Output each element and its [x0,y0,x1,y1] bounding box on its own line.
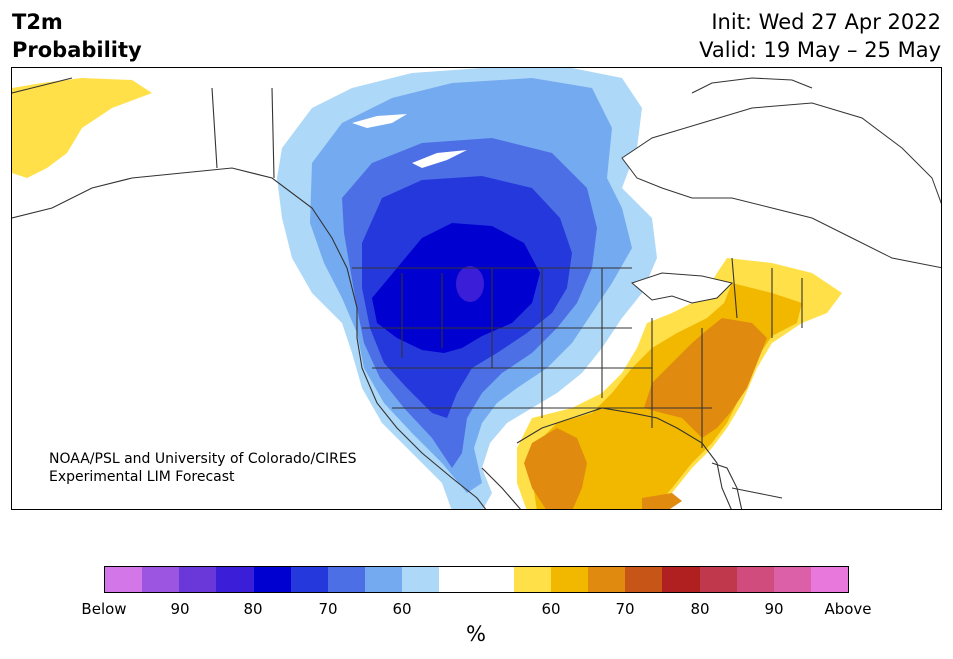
colorbar [104,566,849,593]
northern-lake [412,150,467,168]
colorbar-tick-label: Below [81,600,127,618]
northern-lake-2 [352,114,407,128]
hudson-bay [621,102,941,269]
attribution-line1: NOAA/PSL and University of Colorado/CIRE… [49,451,357,467]
date-block: Init: Wed 27 Apr 2022 Valid: 19 May – 25… [699,8,941,64]
colorbar-swatch [253,567,291,592]
colorbar-tick-label: 80 [690,600,710,618]
great-lakes [631,272,733,304]
title-metric: Probability [12,38,142,62]
colorbar-tick-label: 70 [318,600,338,618]
colorbar-tick-label: Above [824,600,872,618]
init-date: Init: Wed 27 Apr 2022 [711,10,941,34]
colorbar-tick-label: 90 [764,600,784,618]
title-variable: T2m [12,10,63,34]
colorbar-tick-label: 70 [615,600,635,618]
colorbar-swatch [327,567,366,592]
forecast-map [11,67,942,510]
title-block: T2m Probability [12,8,142,64]
colorbar-swatch [513,567,551,592]
colorbar-unit: % [466,622,486,646]
colorbar-swatch [142,567,180,592]
attribution: NOAA/PSL and University of Colorado/CIRE… [49,450,357,486]
colorbar-swatch [699,567,737,592]
colorbar-swatch [550,567,589,592]
political-borders [12,77,813,509]
colorbar-swatch [179,567,217,592]
colorbar-swatch [625,567,663,592]
map-canvas [12,68,941,509]
colorbar-swatch [588,567,626,592]
colorbar-swatch [736,567,774,592]
colorbar-swatch [773,567,811,592]
colorbar-swatch [365,567,403,592]
colorbar-tick-label: 80 [243,600,263,618]
colorbar-swatch [662,567,700,592]
above-70-mexico-region [524,428,587,509]
colorbar-tick-label: 60 [392,600,412,618]
colorbar-tick-label: 90 [170,600,190,618]
colorbar-swatch [402,567,440,592]
colorbar-swatch [216,567,254,592]
colorbar-swatch [476,567,514,592]
colorbar-swatch [439,567,477,592]
colorbar-swatch [810,567,849,592]
below-90-region [456,266,484,302]
alaska-above-region [12,78,152,178]
colorbar-swatch [105,567,143,592]
above-70-cuba-region [642,493,682,509]
valid-range: Valid: 19 May – 25 May [699,38,941,62]
colorbar-tick-label: 60 [541,600,561,618]
below-80-region [372,223,540,353]
attribution-line2: Experimental LIM Forecast [49,469,235,485]
colorbar-swatch [290,567,328,592]
